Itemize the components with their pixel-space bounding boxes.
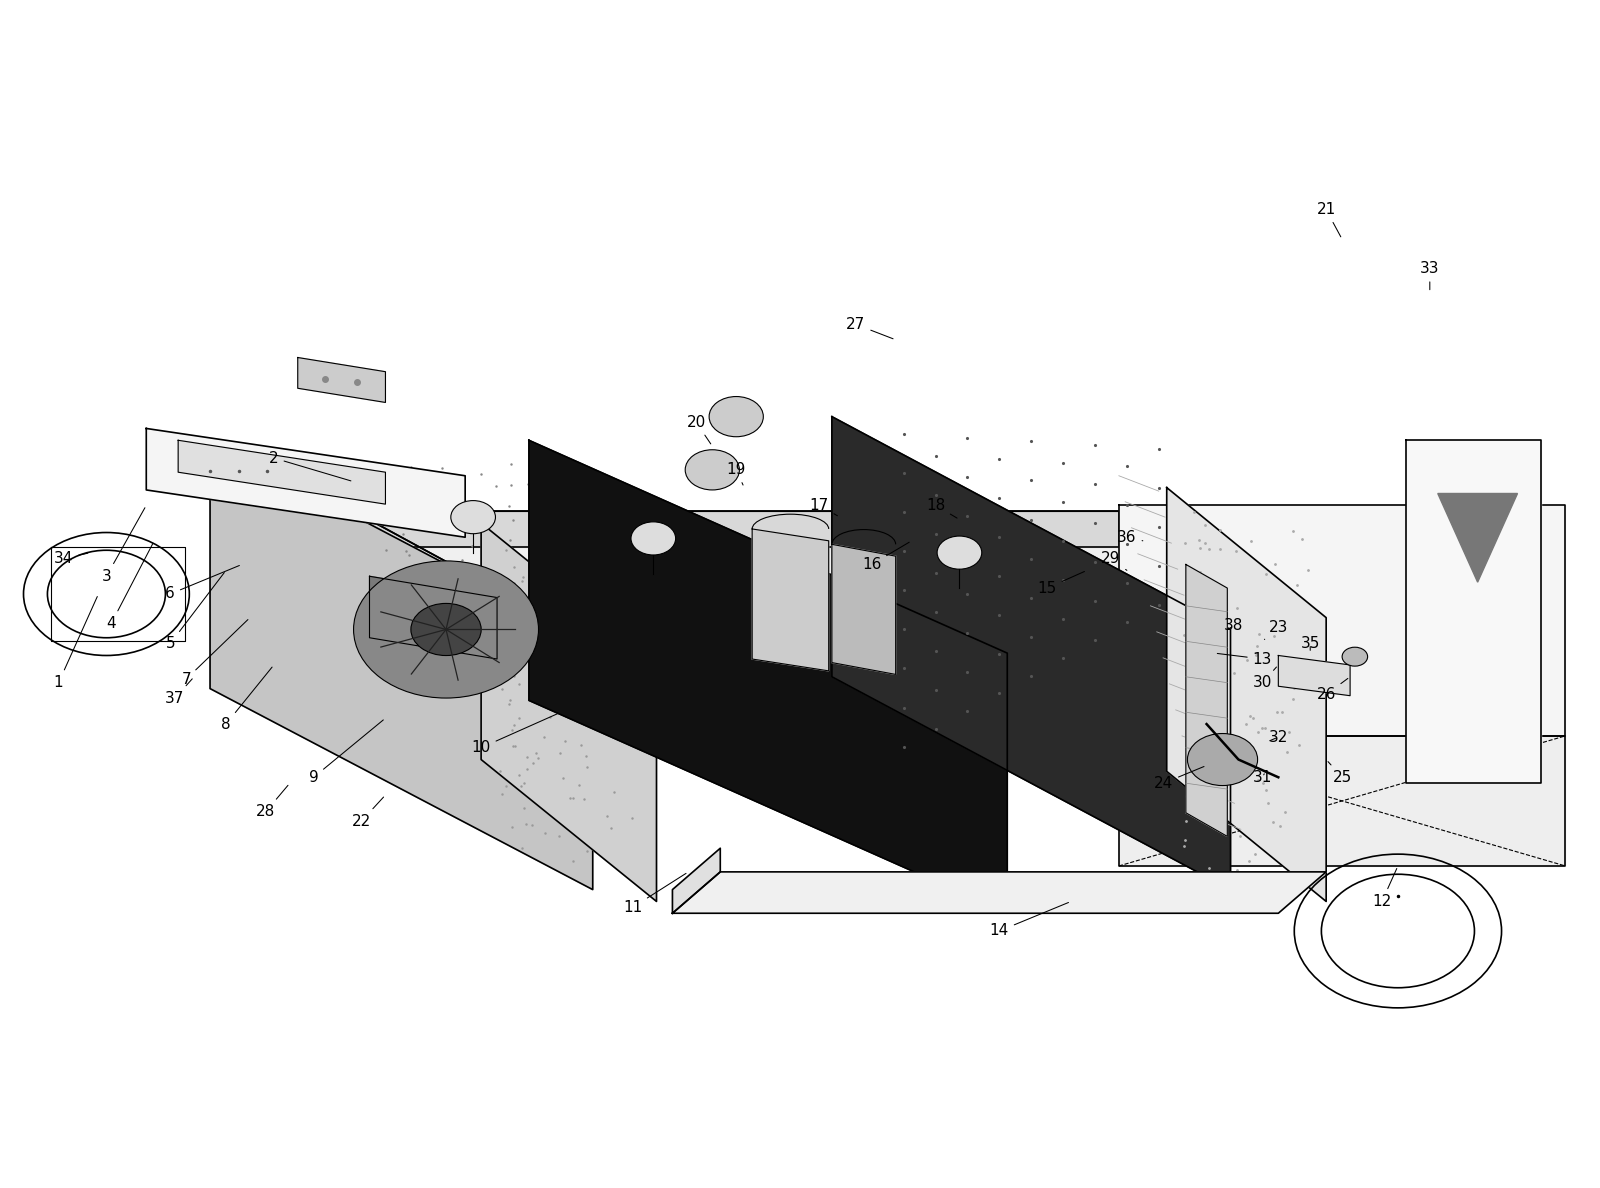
Circle shape bbox=[451, 500, 496, 533]
Text: 5: 5 bbox=[165, 573, 224, 651]
Text: 25: 25 bbox=[1328, 762, 1352, 785]
Text: 9: 9 bbox=[309, 720, 384, 785]
Text: 10: 10 bbox=[472, 713, 558, 756]
Circle shape bbox=[630, 522, 675, 555]
Text: 13: 13 bbox=[1218, 651, 1272, 666]
Text: 28: 28 bbox=[256, 785, 288, 819]
Text: 24: 24 bbox=[1154, 766, 1205, 791]
Text: 20: 20 bbox=[686, 415, 710, 444]
Text: 23: 23 bbox=[1264, 620, 1288, 639]
Text: 27: 27 bbox=[846, 317, 893, 339]
Polygon shape bbox=[298, 358, 386, 403]
Polygon shape bbox=[832, 544, 896, 675]
Text: 32: 32 bbox=[1269, 729, 1288, 745]
Polygon shape bbox=[1186, 564, 1227, 836]
Circle shape bbox=[354, 561, 539, 699]
Text: 31: 31 bbox=[1253, 770, 1272, 785]
Text: 14: 14 bbox=[990, 903, 1069, 939]
Text: 19: 19 bbox=[726, 462, 746, 485]
Polygon shape bbox=[210, 441, 592, 890]
Text: 16: 16 bbox=[862, 542, 909, 571]
Polygon shape bbox=[178, 441, 386, 504]
Text: 17: 17 bbox=[810, 498, 837, 516]
Polygon shape bbox=[1278, 656, 1350, 696]
Polygon shape bbox=[1166, 487, 1326, 902]
Polygon shape bbox=[832, 417, 1230, 890]
Text: 18: 18 bbox=[926, 498, 957, 518]
Polygon shape bbox=[672, 872, 1326, 914]
Circle shape bbox=[1342, 647, 1368, 666]
Text: 11: 11 bbox=[622, 873, 686, 915]
Polygon shape bbox=[1118, 505, 1565, 735]
Text: 6: 6 bbox=[165, 565, 240, 601]
Polygon shape bbox=[146, 429, 466, 537]
Text: 22: 22 bbox=[352, 797, 384, 828]
Circle shape bbox=[685, 450, 739, 489]
Polygon shape bbox=[672, 848, 720, 914]
Text: 8: 8 bbox=[221, 668, 272, 732]
Text: 36: 36 bbox=[1117, 530, 1142, 545]
Text: 35: 35 bbox=[1301, 636, 1320, 651]
Polygon shape bbox=[354, 511, 1358, 642]
Text: 33: 33 bbox=[1421, 261, 1440, 290]
Polygon shape bbox=[1406, 441, 1541, 783]
Text: 21: 21 bbox=[1317, 202, 1341, 236]
Polygon shape bbox=[370, 576, 498, 659]
Polygon shape bbox=[482, 523, 656, 902]
Polygon shape bbox=[1438, 493, 1517, 582]
Polygon shape bbox=[530, 441, 1008, 914]
Text: 37: 37 bbox=[165, 678, 192, 706]
Circle shape bbox=[938, 536, 982, 569]
Text: 38: 38 bbox=[1224, 619, 1243, 633]
Text: 29: 29 bbox=[1101, 551, 1126, 570]
Polygon shape bbox=[354, 511, 1118, 546]
Text: 4: 4 bbox=[106, 543, 154, 631]
Text: 7: 7 bbox=[181, 620, 248, 687]
Text: 3: 3 bbox=[101, 507, 146, 583]
Text: 26: 26 bbox=[1317, 678, 1347, 702]
Text: 30: 30 bbox=[1253, 666, 1277, 690]
Text: 12: 12 bbox=[1373, 868, 1397, 909]
Text: 1: 1 bbox=[54, 596, 98, 690]
Polygon shape bbox=[752, 529, 829, 671]
Text: 15: 15 bbox=[1037, 571, 1085, 595]
Circle shape bbox=[1187, 733, 1258, 785]
Polygon shape bbox=[1118, 735, 1565, 866]
Text: 2: 2 bbox=[269, 450, 350, 481]
Text: 34: 34 bbox=[54, 551, 88, 565]
Polygon shape bbox=[354, 511, 592, 677]
Circle shape bbox=[709, 397, 763, 437]
Circle shape bbox=[411, 604, 482, 656]
